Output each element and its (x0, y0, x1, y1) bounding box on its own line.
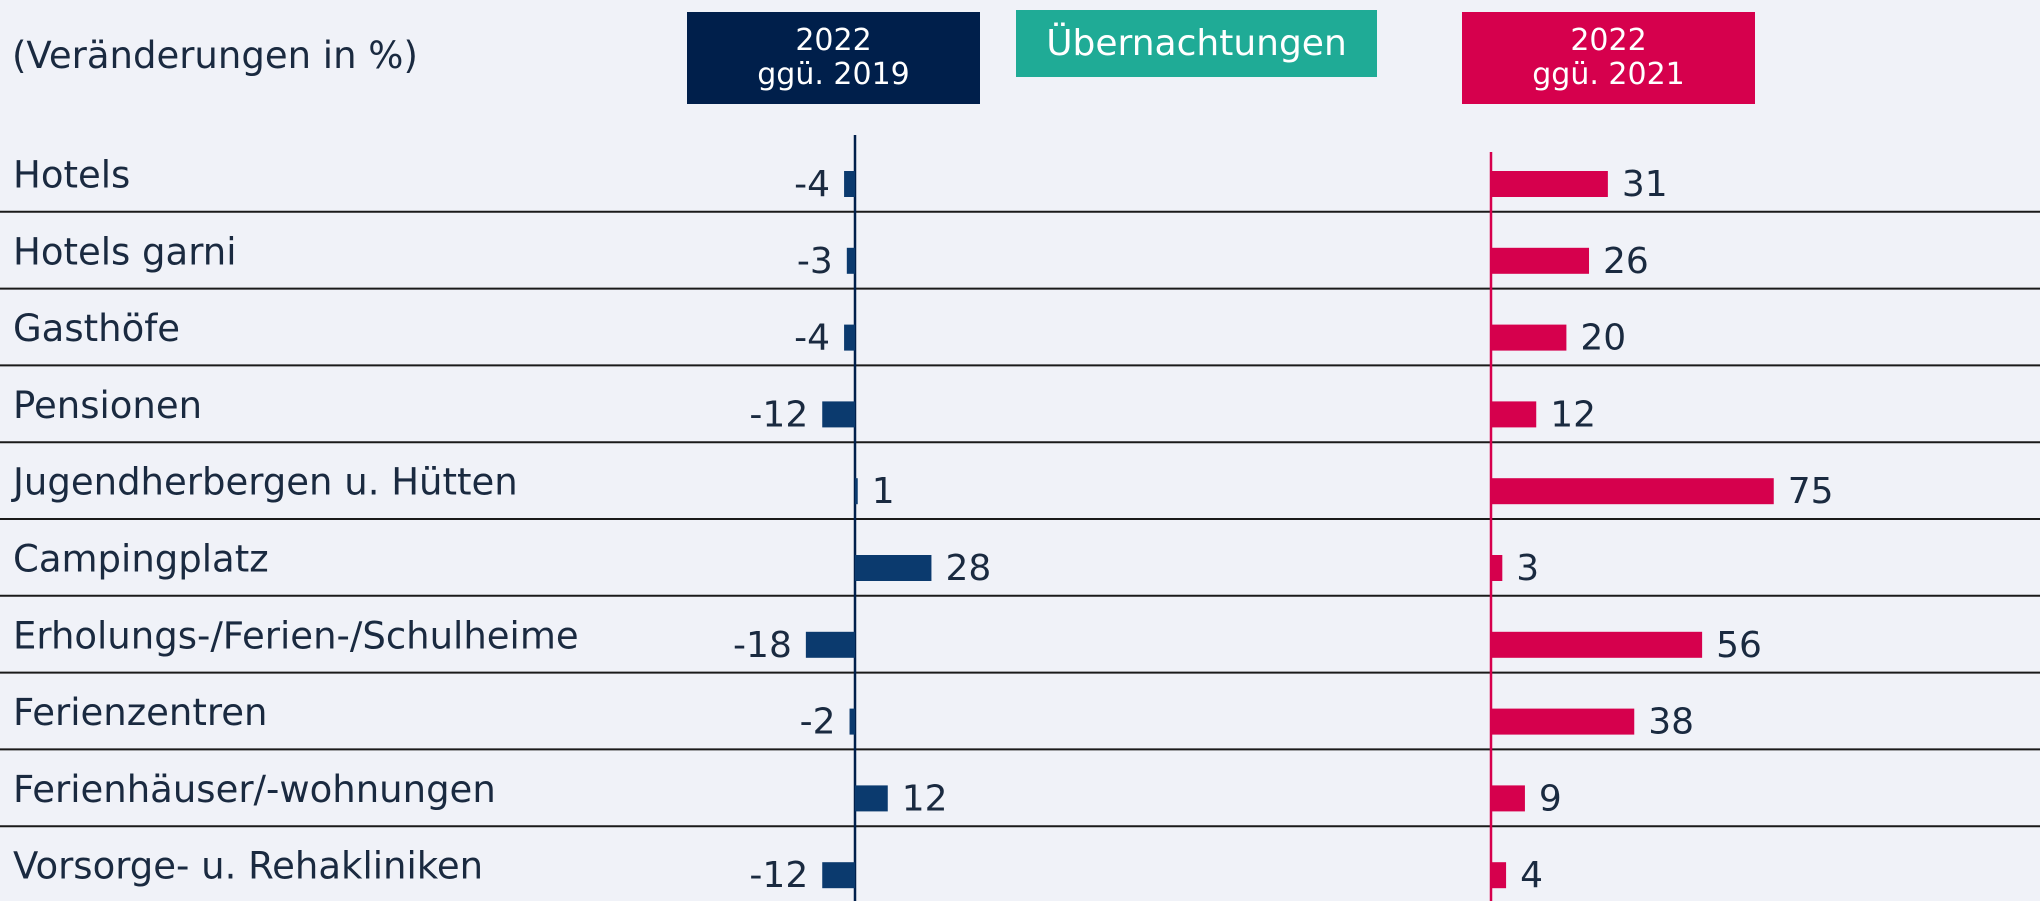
value-label: -4 (794, 318, 830, 359)
bar (822, 862, 855, 889)
bar (1491, 785, 1525, 812)
category-label: Pensionen (13, 384, 202, 427)
bar (1491, 171, 1608, 197)
bar (844, 171, 855, 197)
value-label: 3 (1516, 548, 1539, 589)
value-label: 1 (872, 471, 895, 512)
value-label: 38 (1648, 702, 1694, 743)
value-label: -18 (733, 625, 792, 666)
bar (1491, 247, 1590, 274)
bar (1491, 708, 1635, 735)
value-label: -4 (794, 164, 830, 205)
series-header: 2022 ggü. 2019 (687, 12, 980, 104)
value-label: -3 (797, 241, 833, 282)
category-label: Vorsorge- u. Rehakliniken (13, 845, 483, 888)
bar (1491, 324, 1567, 351)
bar (1491, 862, 1507, 889)
value-label: 9 (1539, 778, 1562, 819)
value-label: 4 (1520, 855, 1543, 896)
bar (855, 785, 888, 812)
category-label: Erholungs-/Ferien-/Schulheime (13, 614, 579, 657)
value-label: -12 (749, 394, 808, 435)
chart-title: Übernachtungen (1016, 10, 1377, 77)
value-label: -2 (800, 702, 836, 743)
bar (855, 478, 858, 505)
bar (805, 631, 855, 658)
value-label: 26 (1603, 241, 1649, 282)
category-label: Hotels garni (13, 230, 237, 273)
bar (846, 247, 855, 274)
value-label: 12 (902, 778, 948, 819)
value-label: 75 (1788, 471, 1834, 512)
category-label: Ferienhäuser/-wohnungen (13, 768, 496, 811)
category-label: Gasthöfe (13, 307, 180, 350)
subtitle: (Veränderungen in %) (12, 34, 418, 77)
value-label: 28 (945, 548, 991, 589)
series-header: 2022 ggü. 2021 (1462, 12, 1755, 104)
bar (1491, 631, 1703, 658)
bar (849, 708, 855, 735)
bar (855, 555, 932, 581)
value-label: 20 (1580, 318, 1626, 359)
category-label: Campingplatz (13, 538, 269, 581)
bar (822, 401, 855, 428)
category-label: Jugendherbergen u. Hütten (11, 461, 518, 504)
category-label: Hotels (13, 154, 130, 197)
category-label: Ferienzentren (13, 691, 267, 734)
value-label: 12 (1550, 394, 1596, 435)
bar (844, 324, 855, 351)
bar (1491, 401, 1537, 428)
bar (1491, 555, 1503, 581)
value-label: -12 (749, 855, 808, 896)
value-label: 31 (1622, 164, 1668, 205)
bar (1491, 478, 1774, 505)
value-label: 56 (1716, 625, 1762, 666)
